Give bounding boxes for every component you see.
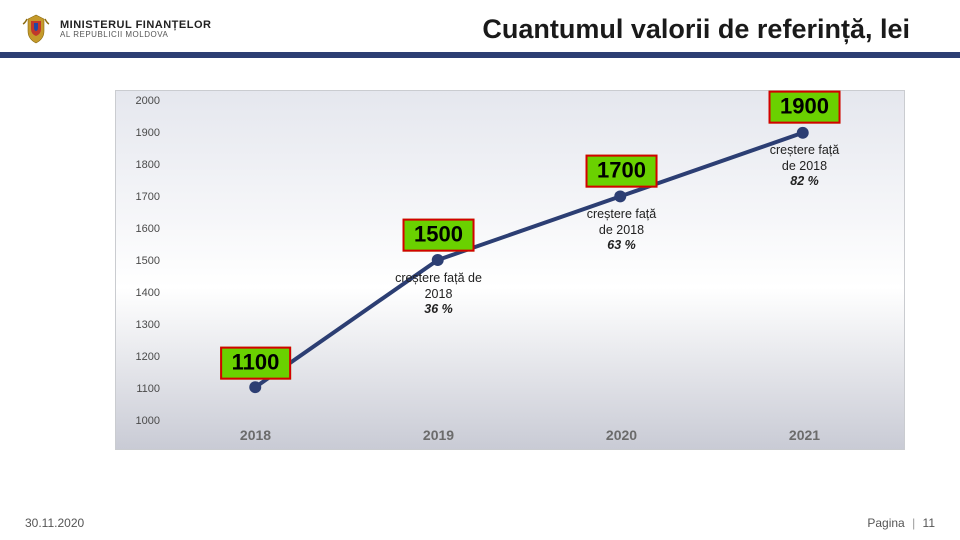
footer: 30.11.2020 Pagina | 11	[25, 516, 935, 530]
y-tick-label: 1100	[122, 383, 160, 395]
plot-area: 1100150017001900creștere față de201836 %…	[164, 101, 894, 419]
footer-page-label: Pagina	[867, 516, 904, 530]
moldova-emblem-icon	[20, 13, 52, 45]
value-label: 1500	[402, 219, 475, 252]
x-tick-label: 2018	[240, 427, 271, 443]
page-title: Cuantumul valorii de referință, lei	[482, 14, 910, 45]
ministry-name: MINISTERUL FINANȚELOR AL REPUBLICII MOLD…	[60, 19, 211, 40]
y-tick-label: 1900	[122, 127, 160, 139]
reference-value-chart: 1100 1500 1700 1900 creștere față de201836 %…	[115, 90, 905, 450]
growth-annotation: creștere fațăde 201882 %	[770, 143, 839, 190]
x-tick-label: 2019	[423, 427, 454, 443]
x-tick-label: 2021	[789, 427, 820, 443]
footer-page: Pagina | 11	[867, 516, 935, 530]
ministry-line-1: MINISTERUL FINANȚELOR	[60, 19, 211, 31]
y-tick-label: 1300	[122, 319, 160, 331]
header-divider	[0, 52, 960, 58]
value-label: 1100	[220, 347, 292, 380]
footer-page-separator: |	[912, 516, 915, 530]
y-tick-label: 1600	[122, 223, 160, 235]
y-tick-label: 1400	[122, 287, 160, 299]
footer-date: 30.11.2020	[25, 516, 84, 530]
footer-page-number: 11	[923, 516, 935, 530]
y-tick-label: 1500	[122, 255, 160, 267]
y-tick-label: 1700	[122, 191, 160, 203]
y-tick-label: 1800	[122, 159, 160, 171]
y-tick-label: 1000	[122, 415, 160, 427]
y-tick-label: 1200	[122, 351, 160, 363]
ministry-line-2: AL REPUBLICII MOLDOVA	[60, 31, 211, 40]
y-tick-label: 2000	[122, 95, 160, 107]
growth-annotation: creștere fațăde 201863 %	[587, 207, 656, 254]
value-label: 1900	[768, 91, 841, 124]
growth-annotation: creștere față de201836 %	[395, 271, 482, 318]
value-label: 1700	[585, 155, 658, 188]
header: MINISTERUL FINANȚELOR AL REPUBLICII MOLD…	[0, 0, 960, 58]
x-tick-label: 2020	[606, 427, 637, 443]
